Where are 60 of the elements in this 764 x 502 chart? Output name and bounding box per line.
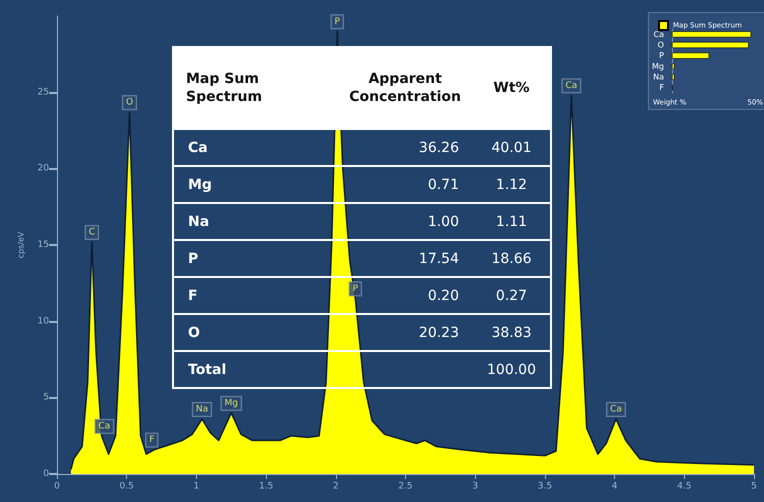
y-tick-label: P [659, 51, 664, 60]
annotation: Total [173, 351, 338, 388]
data-label: 1.12 [473, 166, 551, 203]
y-tick-label: Mg [652, 62, 664, 71]
annotation: Ca [610, 404, 622, 415]
x-tick-label: 0.5 [120, 482, 134, 492]
data-label: 40.01 [473, 129, 551, 166]
x-tick-label: 5 [751, 482, 757, 492]
annotation: Ca [98, 421, 110, 432]
category-label: Na [173, 203, 338, 240]
text: Apparent Concentration [348, 70, 462, 107]
y-tick-label: 20 [38, 164, 50, 174]
category-label: F [173, 277, 338, 314]
data-label: 1.00 [337, 203, 473, 240]
y-tick-label: O [658, 40, 664, 50]
category-label: P [173, 240, 338, 277]
data-label: 1.11 [473, 203, 551, 240]
y-tick-label: F [659, 83, 664, 92]
annotation: O [126, 98, 134, 108]
annotation: Na [196, 404, 208, 415]
data-label: 38.83 [473, 314, 551, 351]
y-axis-title: cps/eV [16, 231, 26, 258]
annotation: P [334, 16, 340, 27]
data-label: 0.71 [337, 166, 473, 203]
bar [672, 42, 749, 48]
data-label: 20.23 [337, 314, 473, 351]
y-tick-label: 5 [43, 392, 49, 403]
x-tick-label: 1.5 [258, 482, 274, 492]
y-tick-label: Ca [653, 30, 664, 39]
x-tick-label: 4.5 [677, 482, 692, 492]
x-tick-label: 4 [612, 482, 618, 492]
annotation: C [88, 227, 95, 238]
category-label: Mg [173, 166, 338, 203]
y-tick-label: Na [653, 72, 664, 82]
y-tick-label: 25 [38, 87, 49, 98]
y-tick-label: 10 [38, 316, 50, 326]
bar [672, 52, 710, 59]
category-label: O [173, 314, 338, 351]
category-label: Ca [173, 129, 338, 166]
annotation: F [149, 435, 154, 446]
x-tick-label: 3.5 [538, 482, 552, 492]
x-tick-label: 2.5 [398, 482, 413, 492]
data-label: 18.66 [473, 240, 551, 277]
y-tick-label: 0 [43, 469, 50, 479]
text: Wt% [492, 79, 531, 98]
data-label: 17.54 [337, 240, 473, 277]
annotation: Mg [224, 398, 238, 408]
data-label: 36.26 [337, 129, 473, 166]
x-tick-label: 3 [472, 482, 478, 492]
x-tick-label: 1 [194, 482, 200, 492]
bar [672, 31, 751, 38]
annotation: Ca [565, 80, 578, 91]
data-label: 0.27 [473, 277, 551, 314]
text: 100.00 [487, 362, 536, 378]
x-tick-label: 0 [54, 482, 60, 492]
x-tick-label: 2 [332, 482, 339, 492]
text: Map Sum Spectrum [185, 70, 264, 107]
data-label: 0.20 [428, 288, 459, 304]
annotation: P [352, 284, 359, 294]
y-tick-label: 15 [38, 240, 49, 250]
